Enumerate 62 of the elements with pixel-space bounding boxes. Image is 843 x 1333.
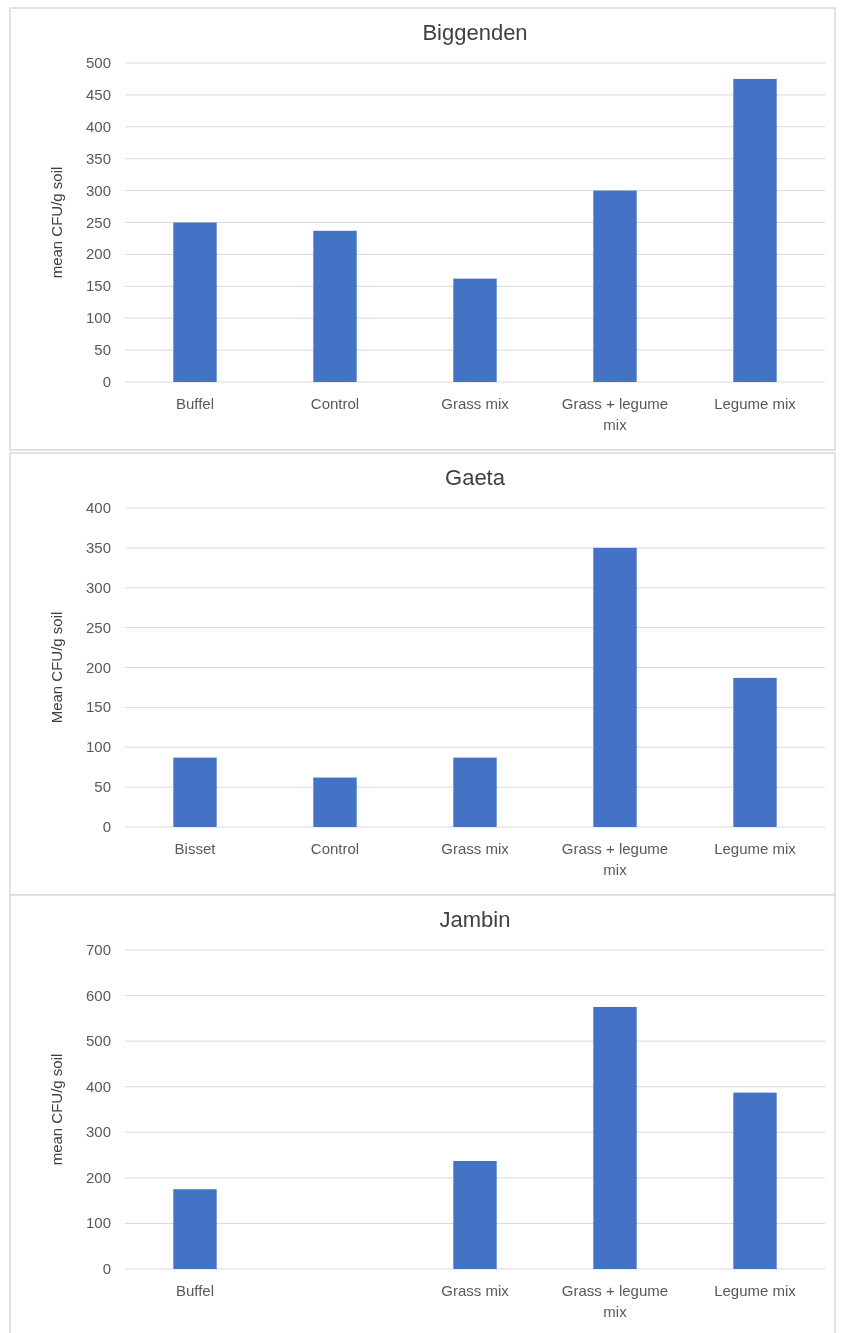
y-tick-label: 600 [85,986,111,1004]
x-tick-label: Grass mix [441,1282,510,1299]
x-tick-label: Grass + legume mix [561,1282,669,1320]
y-tick-label: 150 [85,698,111,716]
y-tick-label: 450 [85,85,111,103]
y-tick-label: 200 [85,245,111,263]
y-axis-title: mean CFU/g soil [48,1053,65,1166]
x-tick-label: Bisset [174,840,217,857]
y-tick-label: 150 [85,277,111,295]
y-axis-title: Mean CFU/g soil [48,611,65,724]
y-tick-label: 400 [85,117,111,135]
bar [453,1161,497,1269]
bar [173,1189,217,1269]
chart-title: Jambin [439,907,511,932]
x-tick-label: Grass + legume mix [561,840,669,878]
y-tick-label: 0 [102,818,111,835]
bar [173,757,217,827]
y-tick-label: 50 [94,341,111,359]
y-tick-label: 300 [85,1123,111,1141]
x-tick-label: Grass mix [441,840,510,857]
y-tick-label: 0 [102,373,111,390]
bar [733,78,777,382]
x-tick-label: Buffel [175,395,215,412]
y-tick-label: 250 [85,213,111,231]
x-tick-label: Legume mix [714,840,797,857]
chart-title: Biggenden [422,20,528,45]
bar [733,677,777,827]
y-tick-label: 200 [85,1168,111,1186]
bar [453,278,497,382]
x-tick-label: Legume mix [714,1282,797,1299]
x-tick-label: Grass + legume mix [561,395,669,433]
y-tick-label: 100 [85,1214,111,1232]
y-tick-label: 500 [85,1032,111,1050]
bar [453,757,497,827]
y-tick-label: 300 [85,181,111,199]
y-tick-label: 0 [102,1260,111,1277]
y-tick-label: 100 [85,738,111,756]
bar [313,777,357,827]
y-tick-label: 500 [85,54,111,71]
y-axis-title: mean CFU/g soil [48,166,65,279]
y-tick-label: 200 [85,658,111,676]
x-tick-label: Grass mix [441,395,510,412]
bar [593,1006,637,1269]
bar [173,222,217,382]
y-tick-label: 400 [85,1077,111,1095]
x-tick-label: Control [310,840,360,857]
bar [593,190,637,382]
y-tick-label: 400 [85,499,111,516]
x-tick-label: Legume mix [714,395,797,412]
chart-title: Gaeta [445,465,506,490]
y-tick-label: 250 [85,618,111,636]
y-tick-label: 350 [85,149,111,167]
bar [733,1092,777,1269]
bar [593,547,637,827]
y-tick-label: 350 [85,538,111,556]
y-tick-label: 300 [85,578,111,596]
y-tick-label: 100 [85,309,111,327]
bar [313,230,357,382]
y-tick-label: 700 [85,941,111,958]
y-tick-label: 50 [94,778,111,796]
x-tick-label: Control [310,395,360,412]
x-tick-label: Buffel [175,1282,215,1299]
